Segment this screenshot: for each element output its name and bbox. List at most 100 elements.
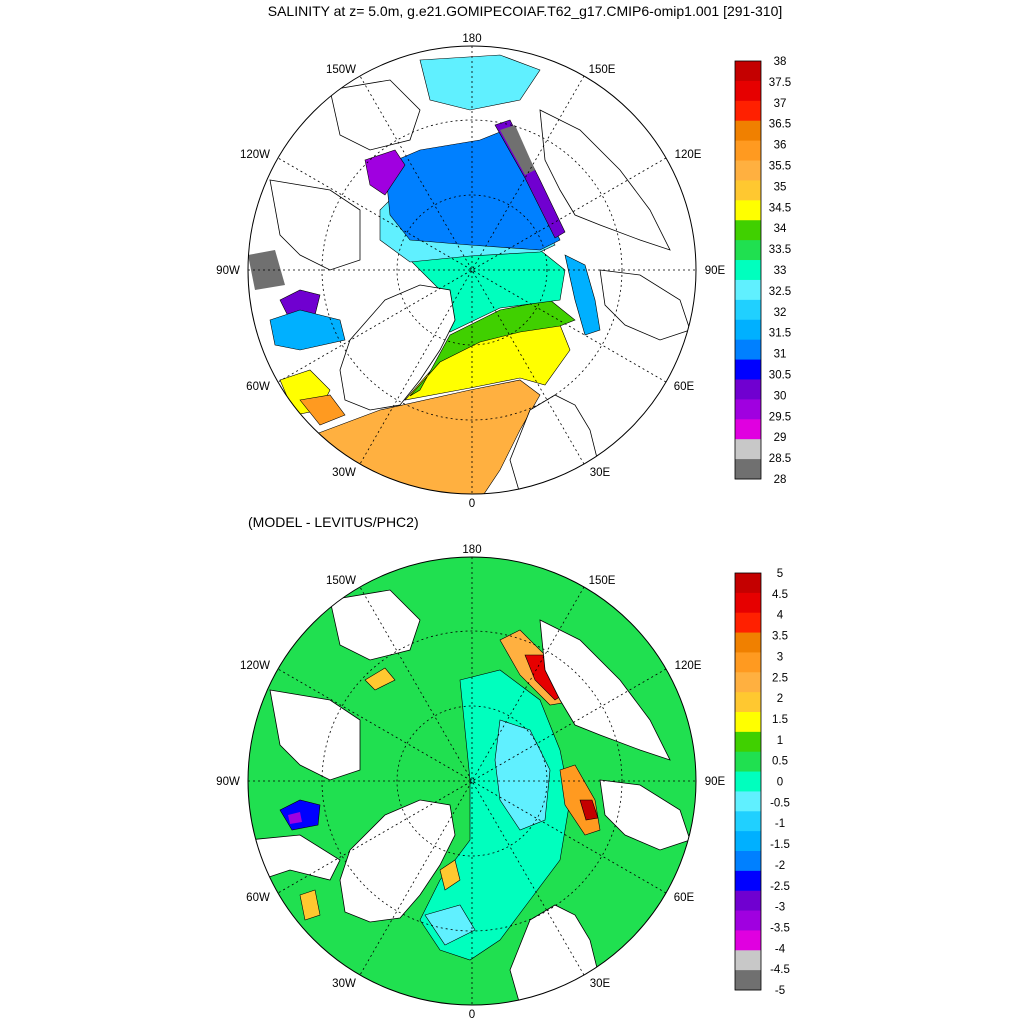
colorbar-tick-label: 37.5 xyxy=(769,77,791,89)
graticule xyxy=(248,557,696,1005)
lon-label: 150E xyxy=(589,64,616,76)
field-light-cyan-2 xyxy=(424,904,476,946)
colorbar-swatch xyxy=(735,870,761,892)
land-siberia-coast xyxy=(539,109,671,251)
colorbar-tick-label: 32.5 xyxy=(769,286,791,298)
colorbar-tick-label: 4 xyxy=(777,610,784,622)
colorbar-tick-label: -4.5 xyxy=(770,964,790,976)
panel-subtitle: (MODEL - LEVITUS/PHC2) xyxy=(248,514,419,530)
field-light-cyan-pacific xyxy=(419,54,541,111)
map-border xyxy=(247,556,697,1006)
colorbar-swatch xyxy=(735,359,761,380)
lon-label: 90W xyxy=(216,776,240,788)
field-red-kara xyxy=(579,799,599,821)
colorbar-frame xyxy=(734,572,762,991)
colorbar-swatch xyxy=(735,260,761,281)
colorbar-tick-label: -5 xyxy=(775,985,785,997)
land-canada-archipelago xyxy=(269,179,361,271)
lon-label: 90E xyxy=(705,265,726,277)
colorbar-swatch xyxy=(735,240,761,261)
colorbar-tick-label: 31 xyxy=(774,349,787,361)
colorbar-tick-label: 35.5 xyxy=(769,161,791,173)
colorbar-swatch xyxy=(735,140,761,161)
colorbar-tick-label: 36.5 xyxy=(769,119,791,131)
colorbar-swatch xyxy=(735,220,761,241)
colorbar-tick-label: -1.5 xyxy=(770,839,790,851)
colorbar-tick-label: 2 xyxy=(777,693,783,705)
colorbar-swatch xyxy=(735,100,761,122)
colorbar-tick-label: 0.5 xyxy=(772,756,788,768)
field-purple-hudson xyxy=(288,812,302,824)
lon-label: 180 xyxy=(462,33,481,45)
lon-label: 90E xyxy=(705,776,726,788)
lon-label: 60E xyxy=(674,892,695,904)
colorbar-swatch xyxy=(735,80,761,102)
graticule xyxy=(248,46,696,494)
colorbar-tick-label: 37 xyxy=(774,98,787,110)
land-greenland xyxy=(339,799,456,923)
map-difference xyxy=(248,557,696,1005)
colorbar-swatch xyxy=(735,890,761,911)
land-canada-archipelago xyxy=(269,689,361,781)
lon-label: 60E xyxy=(674,381,695,393)
chart-title: SALINITY at z= 5.0m, g.e21.GOMIPECOIAF.T… xyxy=(268,3,783,19)
field-gray-siberia xyxy=(500,125,535,175)
field-yellow-beaufort xyxy=(364,667,396,691)
land-taymyr xyxy=(599,269,691,341)
colorbar-swatch xyxy=(735,419,761,440)
colorbar-swatch xyxy=(735,731,761,753)
land-siberia-coast xyxy=(539,619,671,761)
colorbar-tick-label: -3 xyxy=(775,902,785,914)
land-greenland xyxy=(339,284,456,411)
field-magenta-mackenzie xyxy=(364,149,406,196)
colorbar-tick-label: 32 xyxy=(774,307,787,319)
colorbar-swatch xyxy=(735,160,761,181)
lon-label: 120E xyxy=(675,149,702,161)
lon-label: 60W xyxy=(246,381,270,393)
colorbar-swatch xyxy=(735,279,761,301)
lon-label: 150W xyxy=(326,64,356,76)
colorbar-swatch xyxy=(735,851,761,872)
land-alaska xyxy=(329,79,421,151)
colorbar-swatch xyxy=(735,692,761,713)
colorbar-swatch xyxy=(735,120,761,142)
lon-label: 0 xyxy=(469,498,475,510)
colorbar-swatch xyxy=(735,339,761,360)
colorbar-swatch xyxy=(735,751,761,772)
colorbar-tick-label: 1 xyxy=(777,735,783,747)
colorbar-tick-label: -4 xyxy=(775,943,786,955)
field-green-band xyxy=(409,299,576,397)
colorbar-swatch xyxy=(735,573,761,594)
colorbar-swatch xyxy=(735,930,761,951)
field-yellow-greenland xyxy=(439,859,461,891)
panel-salinity: SALINITY at z= 5.0m, g.e21.GOMIPECOIAF.T… xyxy=(216,3,791,510)
colorbar-swatch xyxy=(735,439,761,460)
colorbar-difference: 5 4.5 4 3.5 3 2.5 2 1.5 1 0.5 0 -0.5 -1 -1.5 -2 -2.5 -3 -… xyxy=(734,568,790,997)
colorbar-swatch xyxy=(735,319,761,341)
colorbar-swatch xyxy=(735,712,761,733)
colorbar-swatch xyxy=(735,632,761,653)
colorbar-tick-label: 28 xyxy=(774,474,787,486)
colorbar-salinity: 38 37.5 37 36.5 36 35.5 35 34.5 34 33.5 33 32.5 32 31… xyxy=(734,56,791,486)
colorbar-tick-label: 28.5 xyxy=(769,453,791,465)
colorbar-swatch xyxy=(735,200,761,221)
colorbar-swatch xyxy=(735,771,761,792)
colorbar-tick-label: 33 xyxy=(774,265,787,277)
lon-label: 0 xyxy=(469,1009,475,1021)
colorbar-swatch xyxy=(735,612,761,633)
longitude-labels: 180 150E 120E 90E 60E 30E 0 30W 60W 90W … xyxy=(216,544,725,1021)
colorbar-tick-label: -1 xyxy=(775,818,785,830)
lon-label: 30E xyxy=(590,467,611,479)
lon-label: 120W xyxy=(240,149,270,161)
map-salinity xyxy=(248,46,696,494)
lon-label: 30W xyxy=(332,978,356,990)
colorbar-swatch xyxy=(735,652,761,673)
colorbar-swatch xyxy=(735,61,761,82)
colorbar-swatch xyxy=(735,910,761,931)
colorbar-tick-label: 31.5 xyxy=(769,328,791,340)
colorbar-tick-label: 5 xyxy=(777,568,783,580)
colorbar-swatch xyxy=(735,672,761,693)
colorbar-tick-label: 3.5 xyxy=(772,631,788,643)
field-gray-hudson xyxy=(248,250,285,290)
